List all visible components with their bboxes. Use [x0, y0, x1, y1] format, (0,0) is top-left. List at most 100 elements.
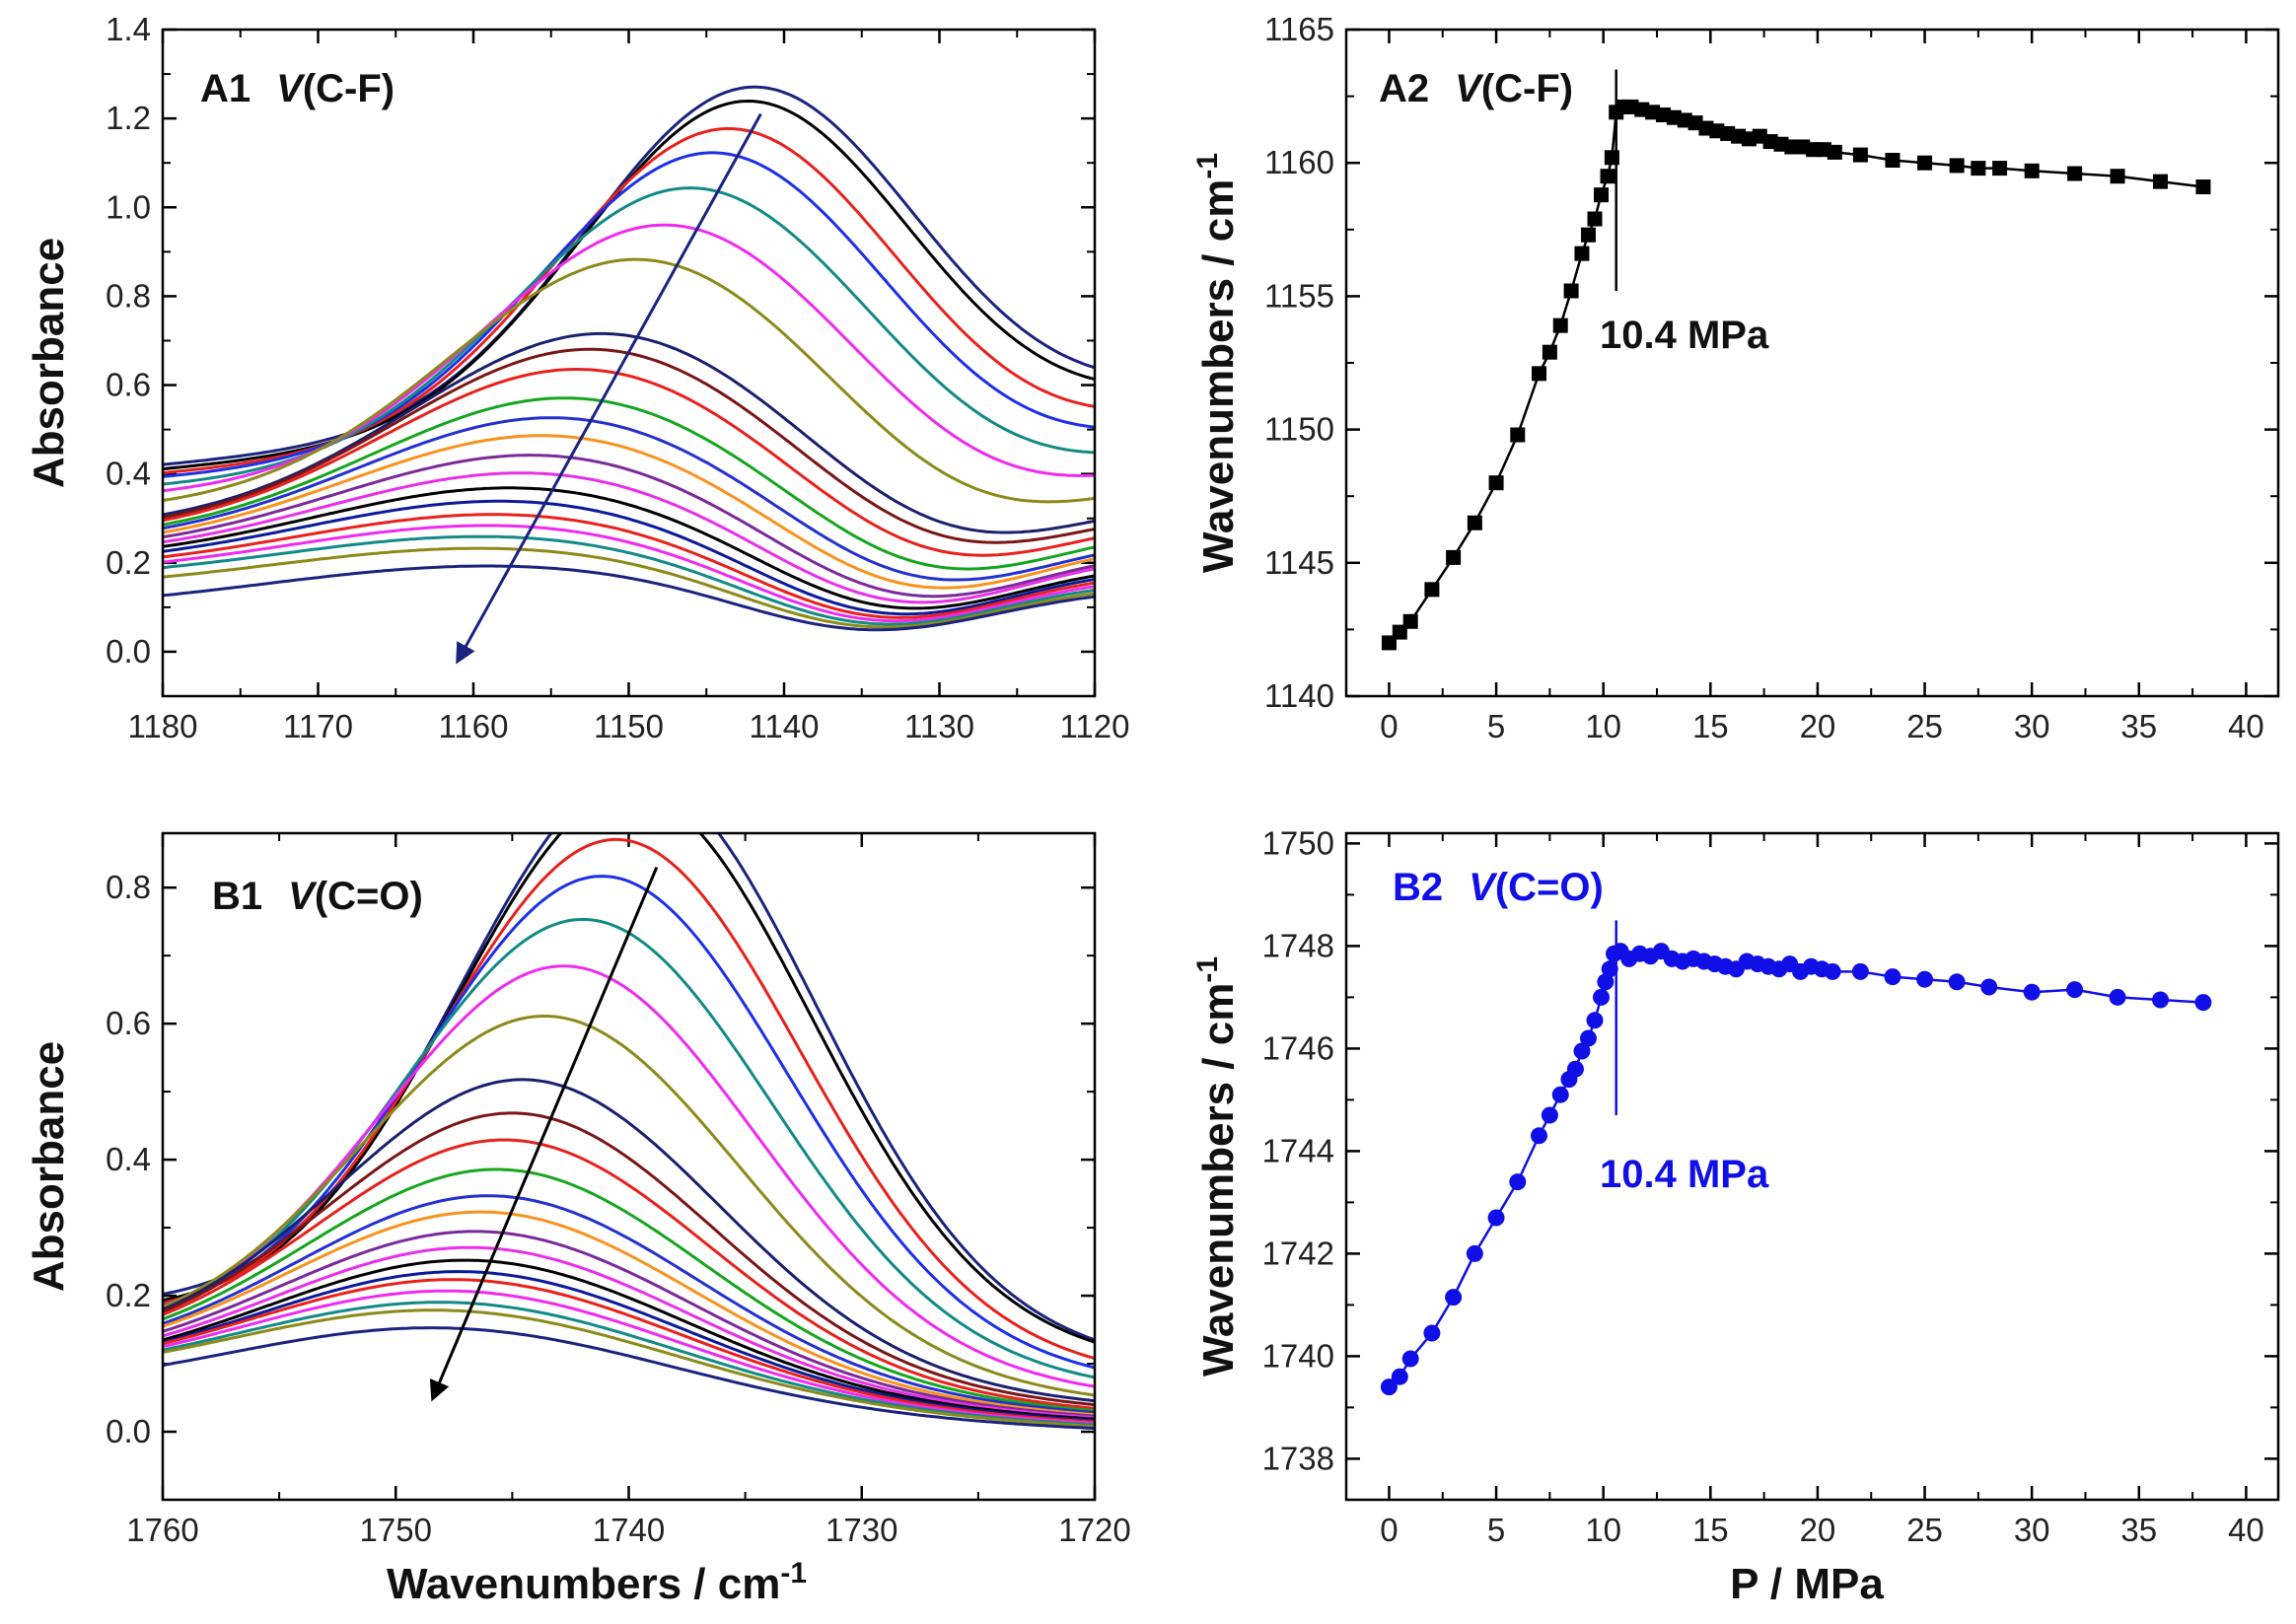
b1-spectrum-s10 — [163, 1138, 1095, 1410]
b2-data-point — [1573, 1042, 1591, 1060]
b1-plot-frame — [161, 831, 1097, 1502]
b2-data-point — [1401, 1350, 1419, 1368]
a1-spectrum-s11 — [163, 396, 1095, 571]
a2-x-tick-label: 20 — [1800, 708, 1836, 744]
a1-spectrum-s18 — [163, 513, 1095, 619]
a2-data-point — [1446, 549, 1462, 565]
a2-y-tick-label: 1155 — [1264, 277, 1334, 314]
b1-y-tick-label: 0.8 — [106, 869, 151, 905]
b1-spectrum-s21 — [163, 1308, 1095, 1428]
a2-x-tick-label: 35 — [2120, 708, 2157, 744]
b1-spectrum-s8 — [163, 1078, 1095, 1403]
b2-data-point — [1531, 1127, 1548, 1145]
b2-data-point — [1884, 968, 1901, 986]
a2-y-axis-title: Wavenumbers / cm-1 — [1191, 153, 1243, 573]
a2-data-point — [1949, 158, 1965, 174]
a1-spectrum-s16 — [163, 486, 1095, 610]
a1-spectrum-s4 — [163, 151, 1095, 478]
b2-y-tick-label: 1740 — [1262, 1337, 1334, 1374]
a2-shift-line — [1388, 106, 2204, 644]
b2-data-point — [1391, 1368, 1408, 1385]
a2-data-point — [1488, 475, 1504, 491]
a1-spectrum-s12 — [163, 416, 1095, 582]
b1-spectrum-s15 — [163, 1245, 1095, 1420]
b2-data-point — [1487, 1209, 1505, 1227]
b2-data-point — [1593, 988, 1611, 1006]
b2-y-tick-label: 1750 — [1262, 824, 1334, 861]
a2-y-tick-label: 1145 — [1264, 544, 1334, 581]
a1-x-tick-label: 1140 — [750, 708, 820, 744]
a1-pressure-arrow — [456, 112, 762, 665]
panel-b1: 1760 1750 1740 1730 1720 0.0 0.2 0.4 0.6 0.8 B1 V(… — [25, 831, 1131, 1608]
a2-data-point — [1580, 227, 1596, 243]
b2-y-tick-label: 1748 — [1262, 927, 1334, 963]
a1-spectrum-s19 — [163, 524, 1095, 623]
a1-spectrum-s14 — [163, 454, 1095, 599]
b2-plot-frame — [1344, 831, 2280, 1502]
a2-series — [1381, 69, 2211, 651]
a1-spectrum-s2 — [163, 99, 1095, 471]
b2-x-tick-label: 10 — [1585, 1512, 1621, 1548]
a1-y-tick-label: 1.0 — [106, 188, 151, 225]
a2-y-tick-label: 1140 — [1264, 677, 1334, 714]
b1-spectrum-s9 — [163, 1111, 1095, 1407]
b2-x-axis-title: P / MPa — [1730, 1560, 1884, 1608]
a2-x-tick-label: 15 — [1692, 708, 1729, 744]
a2-data-point — [2024, 163, 2040, 178]
a2-data-point — [1587, 211, 1603, 227]
a2-data-point — [1885, 152, 1901, 168]
b2-data-point — [1551, 1086, 1569, 1103]
b1-spectrum-s14 — [163, 1230, 1095, 1418]
b2-x-tick-label: 40 — [2228, 1512, 2264, 1548]
a1-spectrum-s8 — [163, 331, 1095, 534]
panel-a2: 0 5 10 15 20 25 30 35 40 1140 1145 1150 1155 1160 1165… — [1191, 11, 2280, 744]
b1-y-tick-label: 0.4 — [106, 1141, 151, 1177]
a1-plot-frame — [161, 28, 1097, 698]
b2-y-tick-label: 1746 — [1262, 1029, 1334, 1066]
b2-data-point — [1509, 1173, 1527, 1191]
a2-x-tick-label: 40 — [2228, 708, 2264, 744]
b2-series — [1380, 920, 2212, 1396]
b2-y-tick-label: 1744 — [1262, 1132, 1334, 1168]
b2-data-point — [2152, 991, 2170, 1009]
a2-data-point — [1532, 366, 1547, 382]
b2-x-tick-label: 35 — [2120, 1512, 2157, 1548]
b2-data-point — [1586, 1012, 1604, 1029]
b2-data-point — [1423, 1324, 1441, 1342]
b1-panel-title: B1 V(C=O) — [212, 875, 423, 918]
a1-spectrum-s3 — [163, 127, 1095, 474]
b1-spectrum-s17 — [163, 1270, 1095, 1423]
a1-y-tick-label: 1.4 — [106, 11, 151, 47]
b2-data-point — [1445, 1289, 1463, 1306]
a2-data-point — [1424, 582, 1440, 598]
panel-a1: 1180 1170 1160 1150 1140 1130 1120 0.0 0.2 0.4 0.6… — [25, 11, 1129, 744]
a1-x-tick-label: 1170 — [283, 708, 353, 744]
b1-x-axis-title: Wavenumbers / cm-1 — [387, 1557, 807, 1608]
a2-data-point — [1563, 283, 1579, 299]
a1-x-tick-label: 1150 — [594, 708, 664, 744]
a1-spectrum-s15 — [163, 471, 1095, 604]
a1-x-tick-label: 1160 — [439, 708, 509, 744]
a2-data-point — [1574, 246, 1590, 261]
a2-data-point — [2067, 166, 2083, 181]
b1-x-tick-label: 1760 — [126, 1512, 198, 1548]
b2-x-tick-label: 5 — [1487, 1512, 1505, 1548]
b2-x-tick-label: 25 — [1906, 1512, 1943, 1548]
b2-x-tick-label: 30 — [2014, 1512, 2050, 1548]
b1-x-tick-label: 1750 — [360, 1512, 432, 1548]
a1-spectrum-s21 — [163, 546, 1095, 629]
a2-data-point — [1852, 147, 1868, 163]
b2-data-point — [1601, 960, 1618, 978]
b2-y-axis-title: Wavenumbers / cm-1 — [1191, 956, 1243, 1377]
a2-data-point — [2110, 169, 2125, 184]
b2-data-point — [1916, 970, 1934, 988]
a1-arrow — [456, 112, 762, 665]
a1-curves — [163, 85, 1095, 632]
b1-spectrum-s2 — [163, 833, 1095, 1344]
b1-spectrum-s12 — [163, 1194, 1095, 1415]
a2-panel-title: A2 V(C-F) — [1379, 67, 1573, 110]
b2-data-point — [1824, 962, 1841, 980]
b1-x-tick-label: 1720 — [1058, 1512, 1130, 1548]
b2-y-tick-label: 1742 — [1262, 1235, 1334, 1271]
